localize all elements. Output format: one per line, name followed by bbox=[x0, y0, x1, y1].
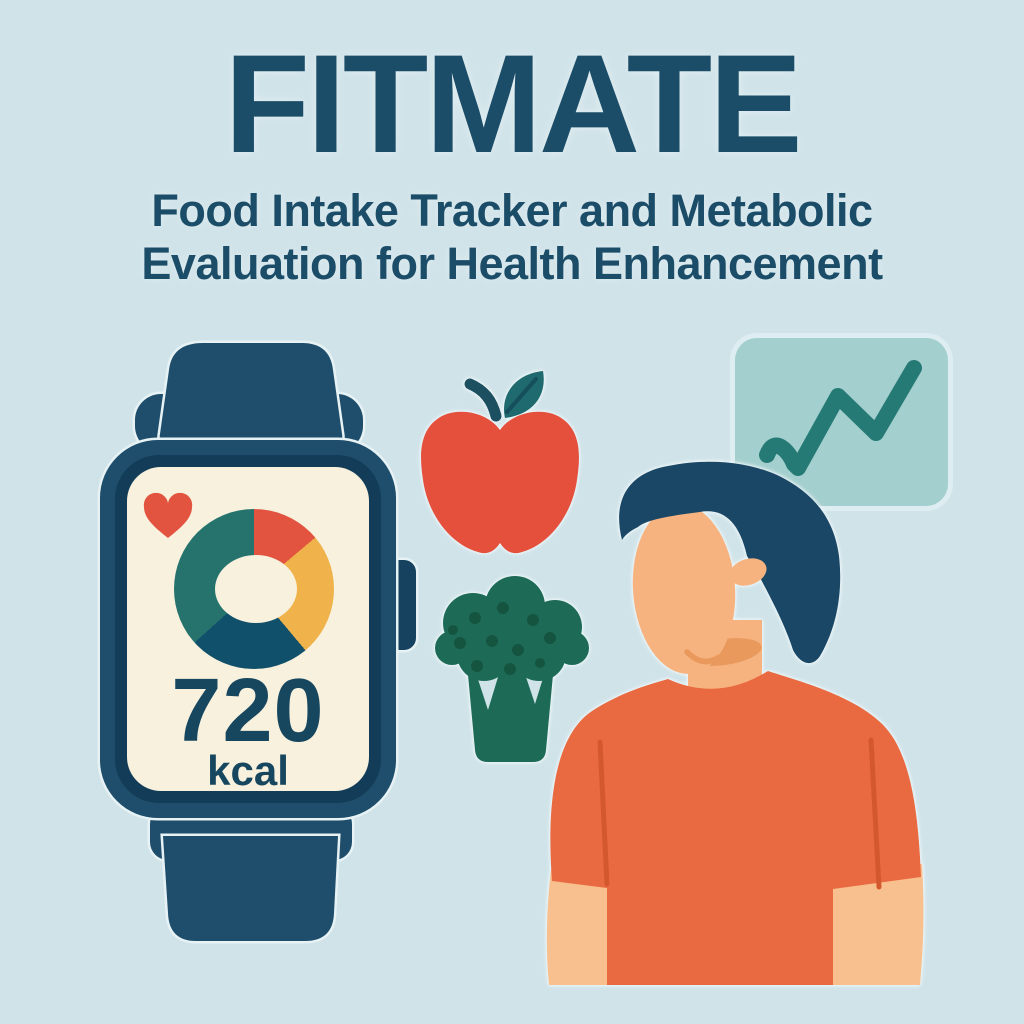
watch-top-strap bbox=[157, 340, 345, 448]
smile-line bbox=[684, 649, 722, 665]
person-left-arm bbox=[546, 870, 609, 985]
apple-icon bbox=[421, 371, 579, 554]
person-right-arm bbox=[831, 864, 924, 985]
person-figure bbox=[546, 461, 924, 985]
broccoli-dots bbox=[448, 602, 556, 675]
apple-leaf-vein bbox=[505, 377, 538, 414]
broccoli-icon bbox=[435, 576, 589, 762]
app-subtitle: Food Intake Tracker and Metabolic Evalua… bbox=[0, 184, 1024, 290]
subtitle-line-2: Evaluation for Health Enhancement bbox=[141, 238, 883, 289]
person-ear bbox=[729, 558, 767, 586]
watch-bottom-strap bbox=[160, 833, 341, 944]
person-shirt bbox=[550, 671, 921, 985]
trend-line-chart bbox=[759, 360, 922, 476]
apple-stem bbox=[464, 378, 502, 422]
person-hair bbox=[619, 461, 841, 664]
shirt-seam-left bbox=[597, 739, 610, 887]
smartwatch bbox=[97, 340, 419, 944]
subtitle-line-1: Food Intake Tracker and Metabolic bbox=[151, 185, 873, 236]
person-face bbox=[632, 504, 736, 674]
watch-screen bbox=[127, 467, 369, 791]
trend-line bbox=[759, 360, 922, 476]
app-title: FITMATE bbox=[224, 25, 802, 182]
apple-body bbox=[421, 411, 579, 554]
shirt-seam-right bbox=[868, 737, 882, 890]
